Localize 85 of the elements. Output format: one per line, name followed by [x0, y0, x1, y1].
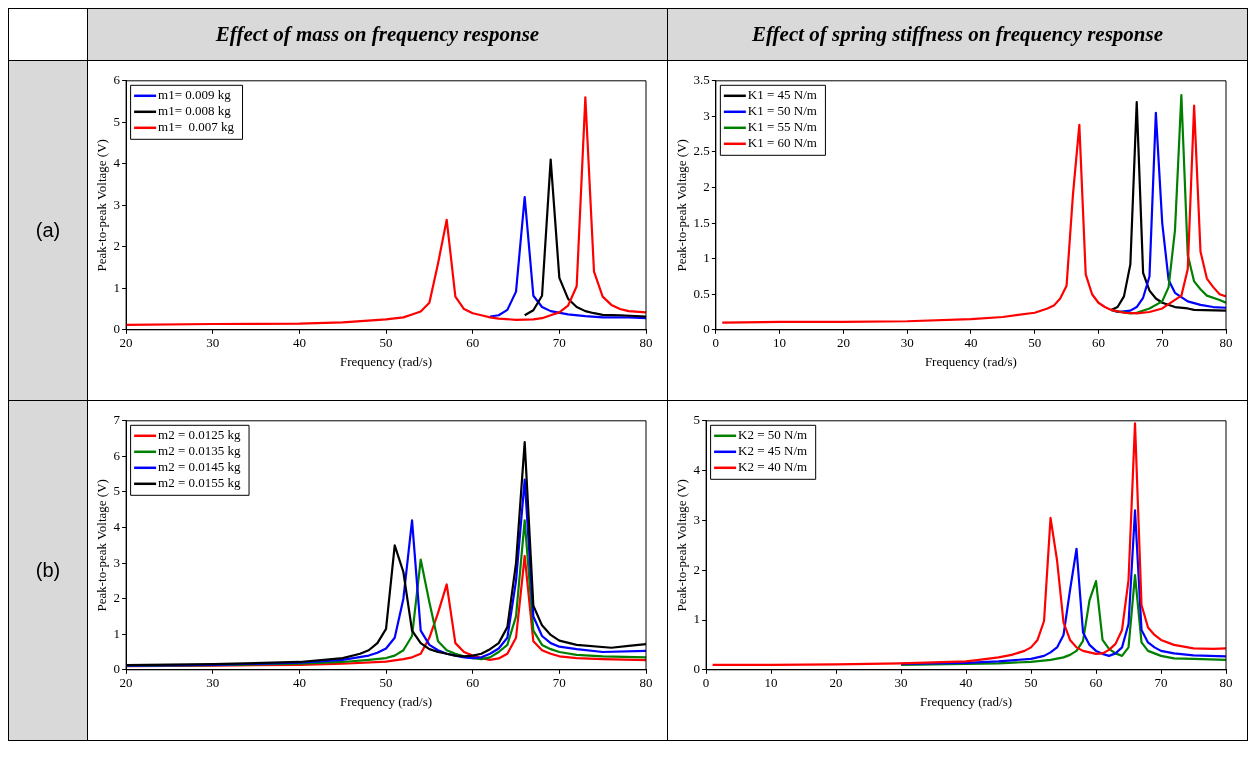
legend-label: K2 = 40 N/m	[738, 459, 808, 475]
x-tick-label: 70	[1154, 675, 1168, 691]
x-tick-label: 30	[206, 675, 220, 691]
x-axis-title: Frequency (rad/s)	[920, 693, 1013, 709]
x-tick-label: 50	[379, 335, 393, 351]
x-tick-label: 20	[119, 335, 133, 351]
x-tick-label: 40	[292, 335, 306, 351]
legend-label: m1= 0.008 kg	[158, 103, 232, 119]
y-tick-label: 5	[113, 113, 121, 129]
chart-title: Effect of spring stiffness on frequency response	[667, 8, 1248, 61]
y-tick-label: 0	[113, 321, 121, 337]
x-tick-label: 70	[1155, 335, 1169, 351]
x-axis-title: Frequency (rad/s)	[340, 693, 433, 709]
y-tick-label: 1	[113, 279, 121, 295]
x-tick-label: 10	[773, 335, 787, 351]
legend-label: K2 = 50 N/m	[738, 427, 808, 443]
x-tick-label: 80	[1219, 675, 1233, 691]
x-tick-label: 20	[836, 335, 850, 351]
x-tick-label: 80	[639, 675, 653, 691]
x-tick-label: 30	[894, 675, 908, 691]
y-tick-label: 3.5	[693, 72, 710, 88]
x-tick-label: 50	[379, 675, 393, 691]
x-axis-title: Frequency (rad/s)	[340, 353, 433, 369]
x-tick-label: 40	[964, 335, 978, 351]
y-tick-label: 5	[693, 412, 701, 428]
y-tick-label: 4	[113, 155, 121, 171]
x-tick-label: 80	[639, 335, 653, 351]
y-tick-label: 2	[703, 178, 710, 194]
legend-label: K1 = 50 N/m	[747, 103, 817, 119]
legend-label: m1= 0.007 kg	[158, 119, 235, 135]
legend-label: K1 = 55 N/m	[747, 119, 817, 135]
chart-title: Effect of mass on frequency response	[87, 8, 668, 61]
y-tick-label: 6	[113, 447, 121, 463]
x-tick-label: 20	[829, 675, 843, 691]
legend-label: K1 = 45 N/m	[747, 87, 817, 103]
legend-label: m2 = 0.0145 kg	[158, 459, 242, 475]
y-tick-label: 0	[703, 321, 710, 337]
y-tick-label: 0	[693, 661, 701, 677]
y-tick-label: 2	[113, 238, 121, 254]
x-tick-label: 70	[552, 335, 566, 351]
x-tick-label: 60	[466, 675, 480, 691]
x-tick-label: 30	[900, 335, 914, 351]
legend-label: m2 = 0.0135 kg	[158, 443, 242, 459]
legend-label: m2 = 0.0155 kg	[158, 475, 242, 491]
x-tick-label: 40	[292, 675, 306, 691]
x-tick-label: 60	[1091, 335, 1105, 351]
y-tick-label: 3	[113, 554, 121, 570]
y-tick-label: 7	[113, 412, 121, 428]
y-tick-label: 1	[113, 625, 121, 641]
x-tick-label: 40	[959, 675, 973, 691]
y-tick-label: 5	[113, 483, 121, 499]
y-axis-title: Peak-to-peak Voltage (V)	[94, 139, 110, 272]
y-tick-label: 3	[693, 511, 701, 527]
x-tick-label: 80	[1219, 335, 1233, 351]
y-tick-label: 2	[693, 561, 701, 577]
x-tick-label: 60	[1089, 675, 1103, 691]
legend-label: K1 = 60 N/m	[747, 135, 817, 151]
y-axis-title: Peak-to-peak Voltage (V)	[674, 479, 690, 612]
y-axis-title: Peak-to-peak Voltage (V)	[674, 139, 690, 272]
y-tick-label: 1.5	[693, 214, 710, 230]
x-tick-label: 70	[552, 675, 566, 691]
legend-label: m1= 0.009 kg	[158, 87, 232, 103]
x-tick-label: 20	[119, 675, 133, 691]
y-tick-label: 3	[113, 196, 121, 212]
y-tick-label: 0	[113, 661, 121, 677]
y-tick-label: 2.5	[693, 143, 710, 159]
y-tick-label: 1	[703, 250, 710, 266]
y-axis-title: Peak-to-peak Voltage (V)	[94, 479, 110, 612]
y-tick-label: 3	[703, 107, 710, 123]
y-tick-label: 4	[113, 518, 121, 534]
text: (a)	[8, 60, 88, 401]
x-tick-label: 10	[764, 675, 778, 691]
legend-label: m2 = 0.0125 kg	[158, 427, 242, 443]
y-tick-label: 1	[693, 611, 701, 627]
text: (b)	[8, 400, 88, 741]
legend-label: K2 = 45 N/m	[738, 443, 808, 459]
x-tick-label: 50	[1028, 335, 1042, 351]
x-tick-label: 60	[466, 335, 480, 351]
y-tick-label: 6	[113, 72, 121, 88]
x-tick-label: 30	[206, 335, 220, 351]
y-tick-label: 4	[693, 462, 701, 478]
y-tick-label: 2	[113, 590, 121, 606]
x-tick-label: 50	[1024, 675, 1038, 691]
y-tick-label: 0.5	[693, 285, 710, 301]
x-axis-title: Frequency (rad/s)	[924, 353, 1017, 369]
